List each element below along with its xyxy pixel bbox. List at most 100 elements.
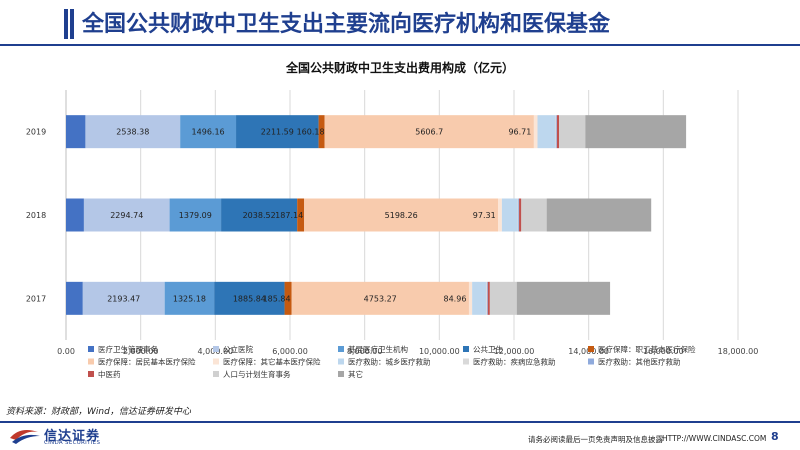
x-tick-label: 10,000.00 <box>419 347 460 356</box>
data-label: 97.31 <box>473 211 496 220</box>
cinda-logo-icon <box>10 430 40 444</box>
chart-title: 全国公共财政中卫生支出费用构成（亿元） <box>285 60 514 75</box>
data-label: 187.14 <box>275 211 303 220</box>
bar-segment <box>169 198 222 232</box>
x-tick-label: 18,000.00 <box>718 347 759 356</box>
legend-label: 公立医院 <box>223 344 253 354</box>
legend-swatch <box>463 358 469 365</box>
logo-subtext: CINDA SECURITIES <box>44 440 101 446</box>
data-label: 160.18 <box>297 128 325 137</box>
footer-divider <box>0 421 800 423</box>
data-label: 2211.59 <box>261 128 294 137</box>
title-accent-bar-2 <box>70 9 74 39</box>
y-category-label: 2017 <box>26 294 46 303</box>
source-note: 资料来源：财政部，Wind，信达证券研发中心 <box>6 407 191 417</box>
data-label: 5198.26 <box>385 211 418 220</box>
y-category-label: 2019 <box>26 128 46 137</box>
bar-segment <box>66 115 86 149</box>
data-label: 5606.7 <box>415 128 443 137</box>
data-label: 96.71 <box>508 128 531 137</box>
bar-segment <box>164 281 215 315</box>
legend-swatch <box>213 358 219 365</box>
bar-segment <box>501 198 518 232</box>
bar-segment <box>66 281 83 315</box>
y-category-label: 2018 <box>26 211 46 220</box>
data-label: 1496.16 <box>192 128 225 137</box>
bar-segment <box>517 198 519 232</box>
disclaimer-link[interactable]: 请务必阅读最后一页免责声明及信息披露 <box>528 435 663 444</box>
data-label: 84.96 <box>444 294 467 303</box>
x-tick-label: 16,000.00 <box>643 347 684 356</box>
bar-segment <box>521 198 547 232</box>
bar-segment <box>489 281 517 315</box>
legend-label: 医疗保障：居民基本医疗保险 <box>98 357 196 367</box>
bar-segment <box>556 115 560 149</box>
legend-label: 人口与计划生育事务 <box>223 369 291 379</box>
bar-segment <box>518 198 520 232</box>
bar-segment <box>85 115 181 149</box>
bar-segment <box>468 281 473 315</box>
legend-label: 其它 <box>348 369 363 379</box>
x-tick-label: 2,000.00 <box>123 347 159 356</box>
title-bar: 全国公共财政中卫生支出主要流向医疗机构和医保基金 <box>0 0 800 46</box>
bar-segment <box>498 198 502 232</box>
bar-segment <box>472 281 487 315</box>
page-title: 全国公共财政中卫生支出主要流向医疗机构和医保基金 <box>82 12 611 37</box>
website-link[interactable]: HTTP://WWW.CINDASC.COM <box>662 434 767 443</box>
legend-label: 医疗救助：其他医疗救助 <box>598 357 681 367</box>
bar-segment <box>537 115 556 149</box>
legend-swatch <box>588 346 594 352</box>
legend-label: 医疗卫生管理事务 <box>98 344 158 354</box>
bar-segment <box>546 198 652 232</box>
title-accent-bar <box>64 9 68 39</box>
bar-segment <box>236 115 319 149</box>
bar-segment <box>555 115 557 149</box>
legend-swatch <box>338 358 344 365</box>
bar-segment <box>516 281 611 315</box>
bar-segment <box>291 281 469 315</box>
bar-segment <box>214 281 285 315</box>
data-label: 1379.09 <box>179 211 212 220</box>
legend-swatch <box>588 358 594 365</box>
bar-segment <box>324 115 534 149</box>
legend-swatch <box>338 346 344 352</box>
legend-label: 中医药 <box>98 369 121 379</box>
bar-segment <box>83 198 170 232</box>
data-label: 2538.38 <box>116 128 149 137</box>
legend-label: 医疗救助：疾病应急救助 <box>473 357 556 367</box>
legend-label: 医疗救助：城乡医疗救助 <box>348 357 431 367</box>
bar-segment <box>304 198 499 232</box>
data-label: 1885.84 <box>233 294 266 303</box>
legend-swatch <box>213 346 219 352</box>
x-tick-label: 8,000.00 <box>347 347 383 356</box>
bar-segment <box>221 198 298 232</box>
legend-swatch <box>463 346 469 352</box>
data-label: 2294.74 <box>110 211 143 220</box>
x-tick-label: 12,000.00 <box>494 347 535 356</box>
bar-segment <box>533 115 538 149</box>
x-tick-label: 0.00 <box>57 347 75 356</box>
bar-segment <box>585 115 687 149</box>
bar-segment <box>519 198 522 232</box>
bar-segment <box>66 198 84 232</box>
bar-segment <box>486 281 488 315</box>
bar-segment <box>82 281 165 315</box>
data-label: 2038.52 <box>243 211 276 220</box>
data-label: 1325.18 <box>173 294 206 303</box>
legend-label: 医疗保障：其它基本医疗保险 <box>223 357 321 367</box>
bar-segment <box>318 115 325 149</box>
stacked-bar-chart: 全国公共财政中卫生支出费用构成（亿元）0.002,000.004,000.006… <box>26 60 759 379</box>
bar-segment <box>487 281 490 315</box>
legend-label: 公共卫生 <box>473 344 503 354</box>
legend-swatch <box>338 371 344 377</box>
bar-segment <box>297 198 305 232</box>
legend-swatch <box>88 371 94 377</box>
data-label: 4753.27 <box>364 294 397 303</box>
title-divider <box>0 44 800 46</box>
legend-swatch <box>88 358 94 365</box>
bar-segment <box>284 281 292 315</box>
page-number: 8 <box>771 430 779 443</box>
legend-swatch <box>88 346 94 352</box>
x-tick-label: 6,000.00 <box>272 347 308 356</box>
bar-segment <box>487 281 488 315</box>
